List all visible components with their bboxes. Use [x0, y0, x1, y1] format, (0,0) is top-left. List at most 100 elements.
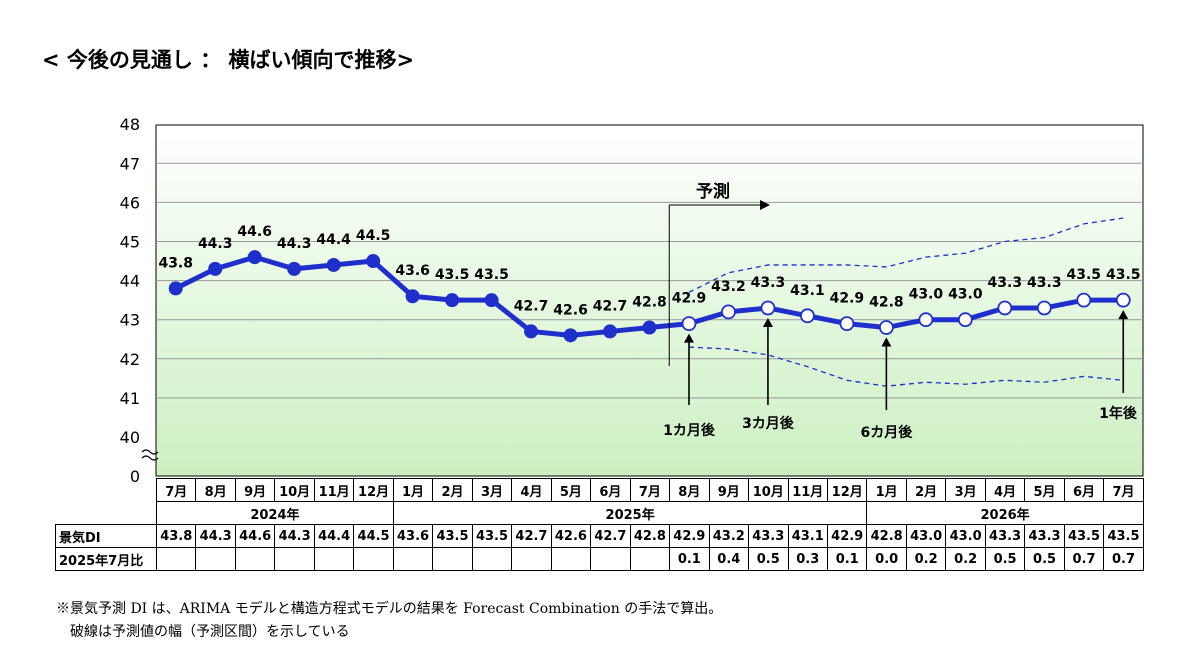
di-value-cell: 43.0 — [945, 524, 986, 548]
diff-value-cell — [590, 547, 631, 571]
month-cell: 4月 — [511, 478, 552, 502]
di-value-cell: 44.3 — [274, 524, 315, 548]
diff-value-cell: 0.1 — [669, 547, 710, 571]
year-cell: 2025年 — [392, 501, 868, 525]
footnote: ※景気予測 DI は、ARIMA モデルと構造方程式モデルの結果を Foreca… — [56, 598, 722, 644]
horizon-arrowhead — [1118, 310, 1129, 320]
data-label: 43.1 — [790, 283, 825, 299]
month-cell: 10月 — [748, 478, 789, 502]
year-cell: 2026年 — [866, 501, 1144, 525]
month-cell: 3月 — [945, 478, 986, 502]
month-cell: 8月 — [669, 478, 710, 502]
data-label: 42.7 — [593, 298, 628, 314]
di-value-cell: 43.5 — [432, 524, 473, 548]
di-value-cell: 44.6 — [234, 524, 276, 548]
di-value-cell: 44.4 — [313, 524, 355, 548]
di-value-cell: 43.1 — [787, 524, 828, 548]
data-label: 43.5 — [435, 267, 470, 283]
data-label: 42.6 — [553, 302, 588, 318]
axis-break-mark — [141, 449, 159, 461]
diff-row: 2025年7月比 0.1 0.4 0.5 0.3 0.1 0.0 0.2 0.2 0.5 0.5 0.… — [55, 547, 1144, 571]
data-point — [208, 261, 223, 276]
data-point — [1076, 292, 1092, 308]
month-cell: 7月 — [155, 478, 197, 502]
horizon-label: 3カ月後 — [742, 415, 795, 432]
di-value-cell: 42.7 — [511, 524, 552, 548]
y-tick-label: 0 — [130, 467, 140, 486]
plot-background — [155, 124, 1144, 477]
month-cell: 4月 — [984, 478, 1026, 502]
di-value-cell: 42.9 — [826, 524, 868, 548]
di-row: 景気DI 43.8 44.3 44.6 44.3 44.4 44.5 43.6 43.5 43.5… — [55, 524, 1144, 548]
data-label: 43.0 — [909, 287, 944, 303]
month-row: 7月 8月 9月 10月 11月 12月 1月 2月 3月 4月 5月 6月 7月 8月 9月 10月 11月 1… — [55, 478, 1144, 502]
diff-value-cell — [629, 547, 671, 571]
diff-value-cell: 0.7 — [1103, 547, 1144, 571]
month-cell: 7月 — [1103, 478, 1144, 502]
y-tick-label: 43 — [120, 311, 140, 330]
di-value-cell: 43.3 — [748, 524, 789, 548]
di-value-cell: 43.5 — [471, 524, 513, 548]
data-point — [168, 281, 183, 296]
month-cell: 6月 — [1063, 478, 1105, 502]
diff-value-cell: 0.2 — [905, 547, 947, 571]
diff-value-cell: 0.0 — [866, 547, 907, 571]
data-label: 44.5 — [356, 228, 391, 244]
data-point — [957, 312, 973, 328]
data-point — [1036, 300, 1052, 316]
di-row-label: 景気DI — [55, 524, 157, 548]
diff-value-cell: 0.7 — [1063, 547, 1105, 571]
diff-value-cell — [471, 547, 513, 571]
data-label: 42.9 — [830, 291, 865, 307]
di-value-cell: 43.3 — [1024, 524, 1065, 548]
diff-value-cell: 0.4 — [708, 547, 750, 571]
di-value-cell: 43.8 — [155, 524, 197, 548]
di-value-cell: 42.9 — [669, 524, 710, 548]
month-cell: 9月 — [234, 478, 276, 502]
data-label: 42.8 — [632, 295, 667, 311]
data-point — [1115, 292, 1131, 308]
month-cell: 1月 — [392, 478, 434, 502]
forecast-label: 予測 — [696, 181, 730, 202]
di-value-cell: 42.8 — [629, 524, 671, 548]
month-cell: 11月 — [313, 478, 355, 502]
diff-value-cell: 0.5 — [748, 547, 789, 571]
data-point — [563, 328, 578, 343]
data-point — [484, 293, 499, 308]
data-point — [997, 300, 1013, 316]
empty-cell — [55, 501, 157, 525]
diff-value-cell — [550, 547, 592, 571]
month-cell: 8月 — [195, 478, 236, 502]
di-value-cell: 43.2 — [708, 524, 750, 548]
diff-value-cell — [195, 547, 236, 571]
diff-value-cell: 0.3 — [787, 547, 828, 571]
data-label: 43.2 — [711, 279, 746, 295]
data-point — [839, 316, 855, 332]
data-point — [603, 324, 618, 339]
data-label: 43.3 — [1027, 275, 1062, 291]
data-point — [524, 324, 539, 339]
forecast-arrowhead — [760, 200, 770, 210]
data-point — [878, 320, 894, 335]
data-label: 43.0 — [948, 287, 983, 303]
di-value-cell: 44.5 — [353, 524, 394, 548]
month-cell: 9月 — [708, 478, 750, 502]
data-point — [247, 250, 262, 265]
data-point — [366, 254, 381, 269]
data-point — [760, 300, 776, 316]
data-label: 43.5 — [474, 267, 509, 283]
data-point — [681, 316, 697, 332]
di-value-cell: 44.3 — [195, 524, 236, 548]
month-cell: 2月 — [432, 478, 473, 502]
empty-cell — [55, 478, 157, 502]
diff-value-cell — [511, 547, 552, 571]
data-label: 43.3 — [751, 275, 786, 291]
data-label: 42.9 — [672, 291, 707, 307]
month-cell: 11月 — [787, 478, 828, 502]
data-point — [642, 320, 657, 335]
year-cell: 2024年 — [156, 501, 394, 525]
data-point — [405, 289, 420, 304]
diff-value-cell — [155, 547, 197, 571]
di-value-cell: 43.5 — [1103, 524, 1144, 548]
